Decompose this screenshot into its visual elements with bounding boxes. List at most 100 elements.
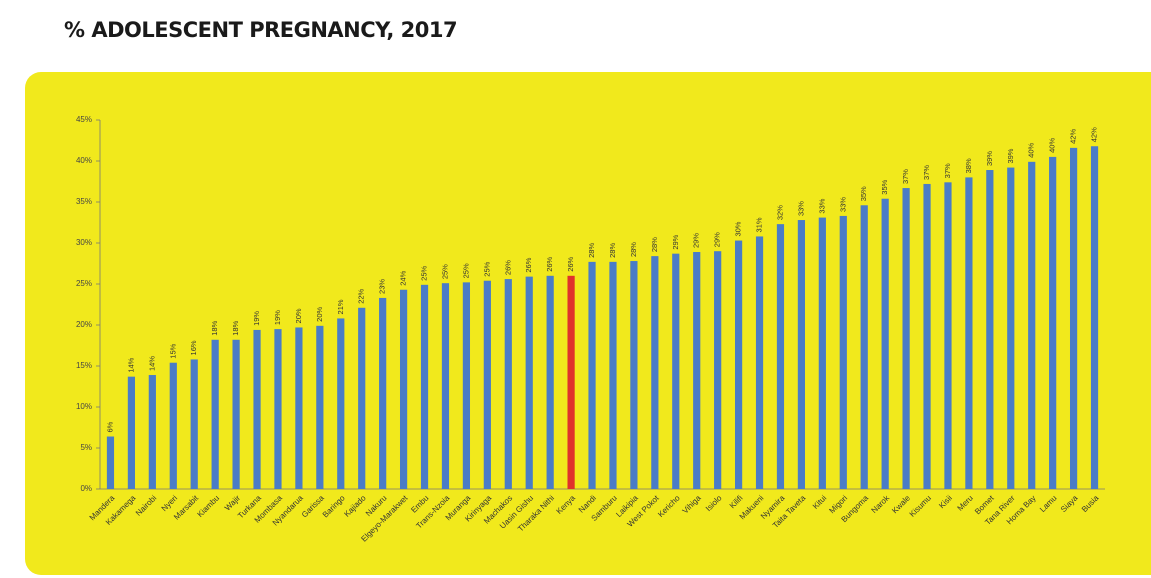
bar bbox=[274, 329, 282, 489]
bar bbox=[504, 279, 512, 489]
value-label: 39% bbox=[985, 151, 994, 166]
bar bbox=[588, 261, 596, 489]
bar bbox=[379, 297, 387, 489]
bar bbox=[630, 261, 638, 489]
value-label: 6% bbox=[105, 421, 114, 432]
value-label: 28% bbox=[629, 242, 638, 257]
bar bbox=[169, 362, 177, 489]
bar bbox=[337, 318, 345, 489]
value-label: 33% bbox=[838, 197, 847, 212]
value-label: 31% bbox=[755, 217, 764, 232]
bar bbox=[420, 284, 429, 489]
value-label: 18% bbox=[210, 320, 219, 335]
value-label: 22% bbox=[357, 288, 366, 303]
value-label: 29% bbox=[692, 233, 701, 248]
bar bbox=[1069, 147, 1078, 489]
bar bbox=[776, 224, 785, 489]
value-label: 25% bbox=[440, 264, 449, 279]
value-label: 21% bbox=[336, 299, 345, 314]
value-label: 25% bbox=[461, 263, 470, 278]
value-label: 16% bbox=[189, 340, 198, 355]
value-label: 26% bbox=[566, 256, 575, 271]
bar bbox=[253, 329, 261, 489]
value-label: 35% bbox=[859, 186, 868, 201]
y-tick-label: 15% bbox=[76, 361, 92, 370]
bar bbox=[755, 236, 764, 489]
value-label: 28% bbox=[650, 237, 659, 252]
bar bbox=[860, 205, 868, 489]
bar bbox=[483, 280, 491, 489]
value-label: 42% bbox=[1090, 127, 1099, 142]
bar bbox=[127, 376, 136, 489]
bar bbox=[986, 170, 994, 489]
value-label: 39% bbox=[1006, 148, 1015, 163]
bar bbox=[567, 275, 575, 489]
bar bbox=[1007, 167, 1015, 489]
bar bbox=[1049, 156, 1057, 489]
bar bbox=[232, 339, 240, 489]
value-label: 29% bbox=[671, 234, 680, 249]
bar bbox=[106, 436, 115, 489]
bar bbox=[1028, 161, 1036, 489]
value-label: 23% bbox=[378, 279, 387, 294]
bar bbox=[797, 220, 806, 490]
bar bbox=[881, 198, 889, 489]
value-label: 25% bbox=[420, 265, 429, 280]
value-label: 37% bbox=[901, 169, 910, 184]
bar bbox=[295, 327, 303, 489]
bar bbox=[148, 375, 156, 489]
bar bbox=[734, 240, 743, 489]
bar bbox=[441, 283, 450, 489]
bar bbox=[839, 215, 847, 489]
bar bbox=[609, 261, 617, 489]
value-label: 14% bbox=[147, 356, 156, 371]
bar bbox=[399, 289, 408, 489]
value-label: 19% bbox=[252, 311, 261, 326]
value-label: 32% bbox=[775, 205, 784, 220]
value-label: 24% bbox=[399, 270, 408, 285]
value-label: 38% bbox=[964, 158, 973, 173]
value-label: 20% bbox=[315, 306, 324, 321]
value-label: 40% bbox=[1048, 138, 1057, 153]
value-label: 35% bbox=[880, 179, 889, 194]
value-label: 19% bbox=[273, 310, 282, 325]
panel bbox=[25, 72, 1151, 575]
bar bbox=[923, 183, 931, 489]
bar bbox=[1090, 146, 1099, 490]
bar bbox=[525, 276, 533, 489]
value-label: 30% bbox=[734, 221, 743, 236]
value-label: 26% bbox=[503, 260, 512, 275]
value-label: 37% bbox=[922, 165, 931, 180]
y-tick-label: 35% bbox=[76, 197, 92, 206]
value-label: 28% bbox=[608, 243, 617, 258]
value-label: 25% bbox=[482, 261, 491, 276]
value-label: 20% bbox=[294, 308, 303, 323]
bar bbox=[944, 182, 952, 489]
bar bbox=[190, 359, 198, 489]
bar bbox=[672, 253, 680, 489]
value-label: 26% bbox=[524, 257, 533, 272]
y-tick-label: 25% bbox=[76, 279, 92, 288]
bar bbox=[693, 252, 701, 489]
y-tick-label: 0% bbox=[80, 484, 92, 493]
y-tick-label: 40% bbox=[76, 156, 92, 165]
value-label: 14% bbox=[126, 357, 135, 372]
bar bbox=[651, 256, 659, 489]
bar bbox=[902, 188, 910, 489]
value-label: 28% bbox=[587, 243, 596, 258]
bar bbox=[965, 177, 973, 489]
value-label: 40% bbox=[1027, 142, 1036, 157]
y-tick-label: 5% bbox=[80, 443, 92, 452]
bar bbox=[818, 217, 826, 489]
value-label: 29% bbox=[713, 232, 722, 247]
y-tick-label: 10% bbox=[76, 402, 92, 411]
y-tick-label: 30% bbox=[76, 238, 92, 247]
y-tick-label: 20% bbox=[76, 320, 92, 329]
chart-title: % ADOLESCENT PREGNANCY, 2017 bbox=[64, 18, 457, 42]
y-tick-label: 45% bbox=[76, 115, 92, 124]
value-label: 37% bbox=[943, 163, 952, 178]
bar bbox=[546, 275, 554, 489]
bar bbox=[462, 282, 471, 489]
value-label: 42% bbox=[1069, 129, 1078, 144]
value-label: 18% bbox=[231, 320, 240, 335]
